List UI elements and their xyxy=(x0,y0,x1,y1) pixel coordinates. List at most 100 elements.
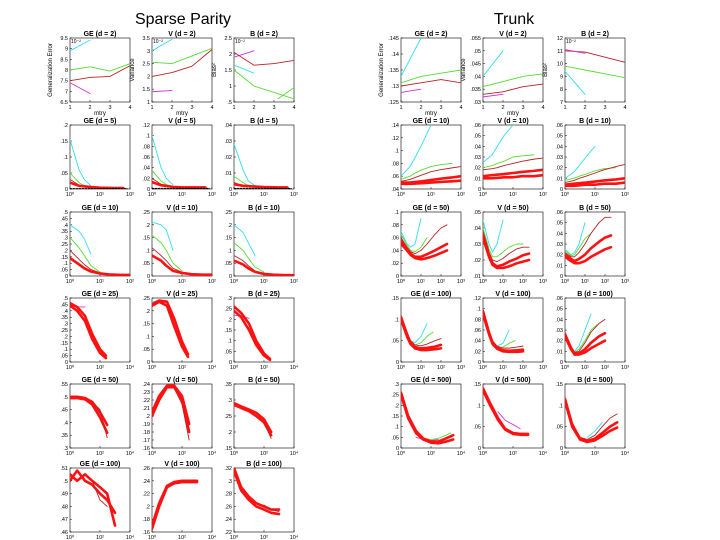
y-tick-label: .25 xyxy=(391,393,399,399)
x-tick-label: 3 xyxy=(190,105,193,111)
panel-title: GE (d = 100) xyxy=(411,291,452,298)
x-tick-label: 10⁴ xyxy=(208,450,217,457)
series-line-red xyxy=(483,386,530,436)
x-tick-label: 10⁰ xyxy=(230,191,239,198)
panel-title: GE (d = 5) xyxy=(84,118,117,125)
y-tick-label: 0 xyxy=(229,274,232,280)
y-tick-label: .48 xyxy=(60,504,68,510)
y-tick-label: .25 xyxy=(142,210,150,216)
series-line-green xyxy=(70,237,101,273)
panel-tr-b-50: B (d = 50) 0 .01 .02 .03 .04 .05 .06 10⁰ 10¹ 10² 10… xyxy=(555,205,629,285)
series-line-magenta xyxy=(401,88,422,93)
y-tick-label: .02 xyxy=(142,176,150,182)
y-tick-label: .22 xyxy=(224,530,232,536)
y-tick-label: .16 xyxy=(142,446,150,452)
panel-title: GE (d = 10) xyxy=(413,118,450,125)
y-tick-label: .2 xyxy=(63,123,68,129)
series-group xyxy=(70,39,130,94)
y-tick-label: .55 xyxy=(60,382,68,388)
panel-title: B (d = 10) xyxy=(579,118,611,125)
y-tick-label: .045 xyxy=(470,62,481,68)
series-line-darkred xyxy=(91,401,108,439)
panel-title: GE (d = 10) xyxy=(82,205,119,212)
y-tick-label: .06 xyxy=(473,123,481,129)
series-line-darkred xyxy=(70,65,130,82)
y-tick-label: .08 xyxy=(391,161,399,167)
series-line-cyan xyxy=(483,125,514,163)
series-line-green xyxy=(565,232,592,257)
x-tick-label: 10⁰ xyxy=(397,450,406,457)
x-tick-label: 10⁴ xyxy=(126,364,135,371)
group-title-trunk: Trunk xyxy=(494,11,535,28)
y-tick-label: .04 xyxy=(555,231,563,237)
axes-frame xyxy=(151,37,213,103)
y-tick-label: .35 xyxy=(60,433,68,439)
axis-multiplier: 10⁻² xyxy=(71,39,81,45)
panel-sp-ge-25: GE (d = 25) 0.05.1.15.2.25.3.35.4.45.5 10⁰… xyxy=(60,291,135,371)
y-tick-label: 11 xyxy=(557,49,563,55)
y-tick-label: .05 xyxy=(391,435,399,441)
x-tick-label: 10⁰ xyxy=(230,534,239,540)
y-tick-label: .145 xyxy=(388,36,399,42)
x-tick-label: 10² xyxy=(290,192,298,198)
y-tick-label: 0 xyxy=(478,187,481,193)
series-line-cyan xyxy=(565,222,586,256)
panel-title: B (d = 500) xyxy=(577,377,613,384)
series-group xyxy=(483,308,525,354)
y-tick-label: 0 xyxy=(396,274,399,280)
x-tick-label: 10⁴ xyxy=(621,450,630,457)
y-tick-label: .1 xyxy=(476,403,481,409)
series-line-darkred xyxy=(565,50,625,63)
series-group xyxy=(152,135,210,189)
y-tick-label: .49 xyxy=(60,492,68,498)
x-tick-label: 10³ xyxy=(457,279,465,285)
panel-title: V (d = 5) xyxy=(168,118,195,125)
y-tick-label: .05 xyxy=(142,347,150,353)
series-group xyxy=(565,49,625,95)
series-line-cyan xyxy=(152,221,174,251)
series-line-red xyxy=(234,401,273,434)
series-group xyxy=(565,145,625,188)
y-tick-label: 7 xyxy=(560,100,563,106)
series-line-red xyxy=(70,256,130,276)
y-tick-label: .02 xyxy=(473,349,481,355)
series-line-darkred xyxy=(565,396,618,440)
series-line-red xyxy=(483,168,543,178)
y-tick-label: .035 xyxy=(470,87,481,93)
y-tick-label: .03 xyxy=(224,139,232,145)
x-tick-label: 10² xyxy=(519,365,527,371)
panel-tr-v-50: V (d = 50) .01 .02 .03 .04 .05 10⁰ 10¹ 10² 10³ xyxy=(473,205,547,285)
series-line-red xyxy=(401,242,449,261)
y-tick-label: 0 xyxy=(65,360,68,366)
y-tick-label: .15 xyxy=(391,414,399,420)
x-tick-label: 10⁰ xyxy=(66,534,75,540)
panel-sp-v-2: V (d = 2) 10⁻² 1 1.5 2 2.5 3 3.5 1 2 3 4 Variance mtr… xyxy=(130,31,214,117)
series-line-cyan xyxy=(410,323,428,344)
x-tick-label: 10⁴ xyxy=(290,534,299,540)
x-tick-label: 10¹ xyxy=(499,365,507,371)
y-tick-label: .5 xyxy=(63,479,68,485)
x-tick-label: 3 xyxy=(272,105,275,111)
series-line-red xyxy=(401,393,455,445)
y-tick-label: .15 xyxy=(142,236,150,242)
y-tick-label: .3 xyxy=(227,398,232,404)
panel-sp-v-50: V (d = 50) .16 .17 .18 .19 .2 .21 .22 .23 .24 10⁰ 1… xyxy=(142,377,217,457)
x-tick-label: 4 xyxy=(623,105,626,111)
panel-title: B (d = 5) xyxy=(250,118,278,125)
series-line-cyan xyxy=(234,143,256,187)
y-tick-label: .01 xyxy=(555,263,563,269)
panel-tr-b-10: B (d = 10) 0 .01 .02 .03 .04 .05 .06 10⁰ 10¹ 10² xyxy=(555,118,629,198)
x-tick-label: 10¹ xyxy=(499,279,507,285)
x-tick-label: 1 xyxy=(232,105,235,111)
panel-tr-v-2: V (d = 2) .03 .035 .04 .045 .05 .055 1 2 3 4 Varian… xyxy=(461,31,545,117)
panel-sp-ge-5: GE (d = 5) 0 .05 .1 .15 .2 10⁰ 10¹ 10² xyxy=(60,118,134,198)
y-tick-label: 0 xyxy=(147,274,150,280)
y-tick-label: 1.5 xyxy=(142,87,150,93)
panel-title: V (d = 2) xyxy=(499,31,526,38)
y-tick-label: 9.5 xyxy=(60,36,68,42)
series-line-darkred xyxy=(152,49,212,77)
y-tick-label: .35 xyxy=(224,382,232,388)
series-group xyxy=(234,468,281,516)
y-tick-label: .3 xyxy=(63,236,68,242)
y-tick-label: .06 xyxy=(555,210,563,216)
